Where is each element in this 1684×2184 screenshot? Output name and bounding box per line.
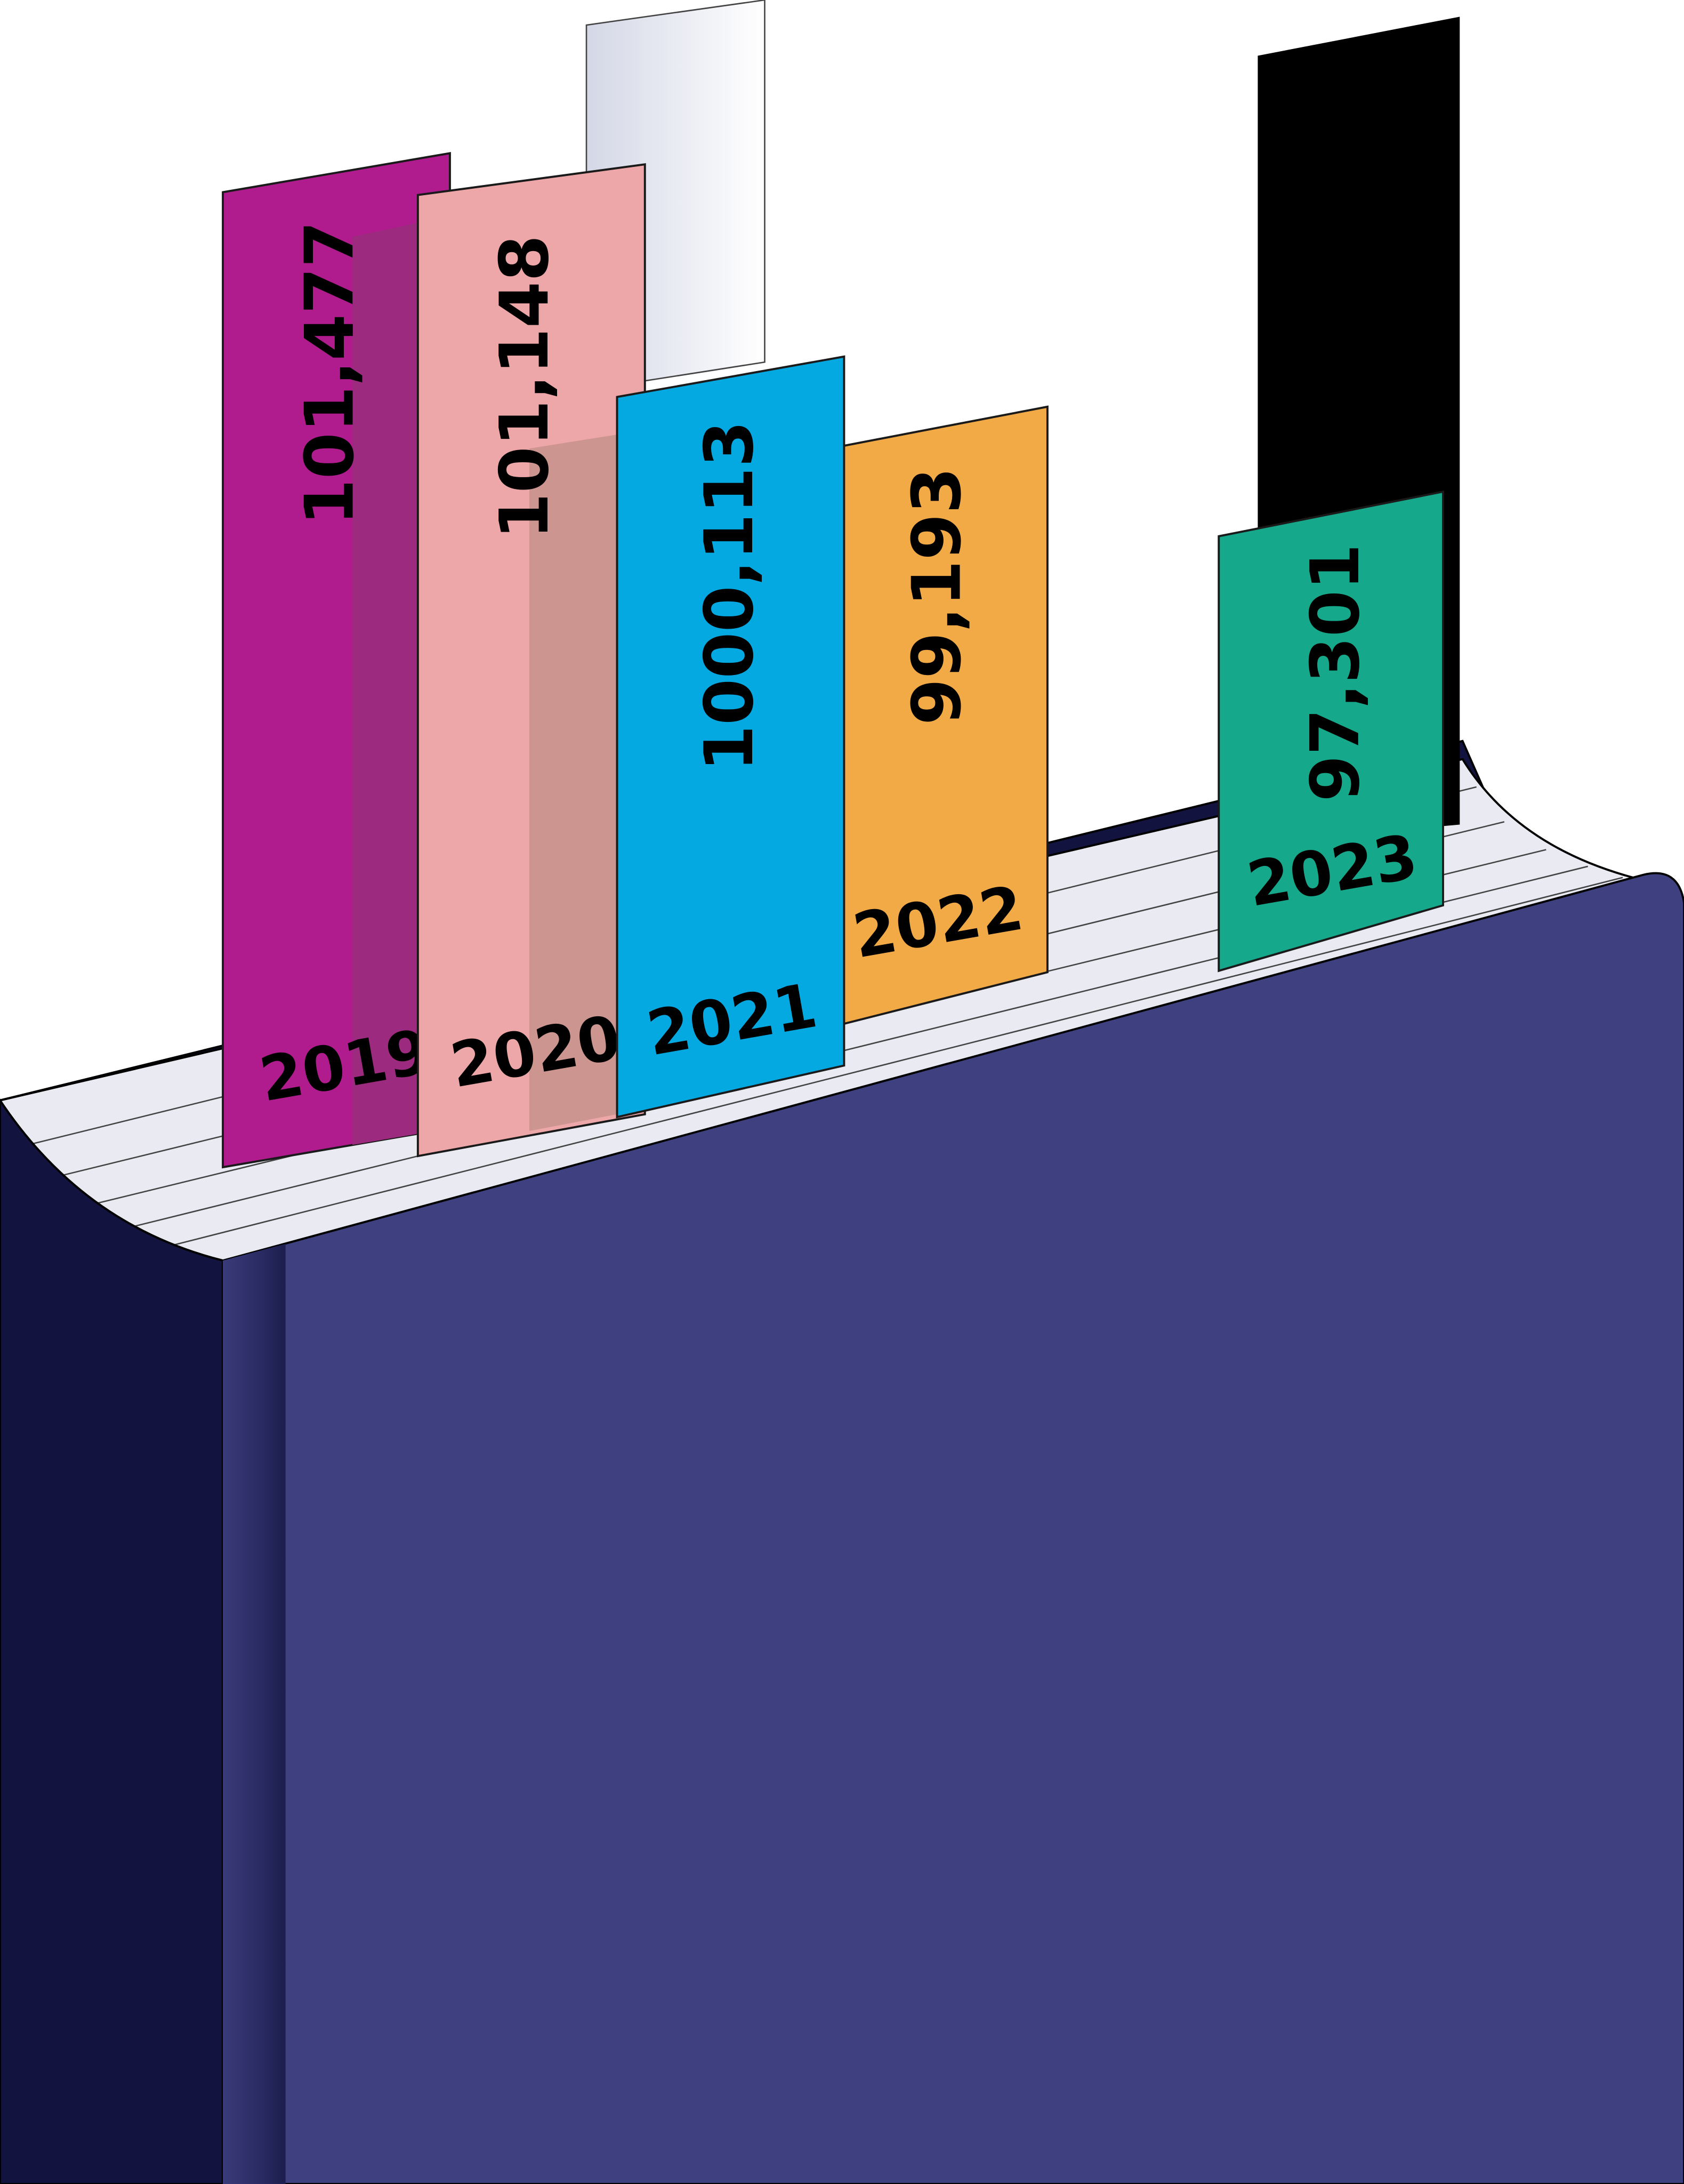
bookmark: 101,148 2020 [416, 163, 646, 1158]
bookmark-value: 97,301 [1296, 544, 1374, 802]
spine [0, 1098, 224, 2184]
bookmark: 1000,113 2021 [616, 355, 845, 1119]
bookmark-value: 101,477 [291, 221, 368, 526]
bookmark: 97,301 2023 [1218, 490, 1444, 973]
bookmark-body [843, 405, 1049, 1025]
bookmark-value: 101,148 [486, 235, 563, 540]
bookmark: 101,477 2019 [222, 152, 451, 1169]
bookmark-shade [352, 222, 418, 1145]
bookmark-value: 99,193 [898, 467, 976, 725]
front-cover [222, 872, 1684, 2184]
bookmark-value: 1000,113 [690, 421, 768, 772]
bookmark: 99,193 2022 [843, 405, 1049, 1025]
bookmark-body [1218, 490, 1444, 973]
cover-hinge [223, 1243, 286, 2184]
bookmark-shade [529, 435, 617, 1131]
bookmark-body [616, 355, 845, 1119]
